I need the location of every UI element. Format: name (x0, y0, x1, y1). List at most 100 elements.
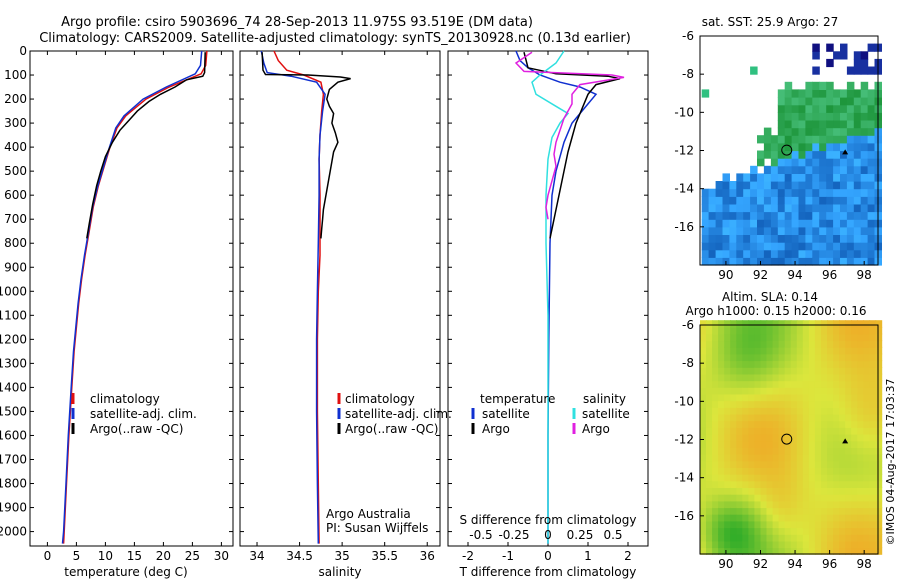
sla-cell (718, 547, 725, 555)
sla-cell (802, 527, 810, 535)
sla-cell (802, 420, 810, 428)
sla-cell (718, 353, 725, 362)
sla-cell (778, 420, 786, 428)
sst-cell (798, 249, 806, 258)
sla-cell (857, 453, 865, 462)
sla-cell (724, 507, 731, 515)
sla-cell (875, 547, 883, 555)
sla-cell (790, 360, 798, 368)
sla-cell (778, 380, 786, 388)
map-x-tick-label: 90 (718, 557, 733, 571)
sst-cell (805, 181, 813, 190)
sst-cell (853, 135, 862, 144)
sla-cell (869, 413, 877, 422)
sst-cell (770, 242, 779, 251)
sla-cell (700, 534, 707, 542)
sla-cell (839, 440, 846, 448)
sla-cell (808, 440, 816, 448)
sla-cell (790, 540, 798, 549)
sla-cell (778, 540, 786, 549)
sst-cell (853, 158, 862, 167)
sla-cell (821, 480, 828, 488)
sst-cell (867, 249, 876, 258)
sla-cell (772, 320, 780, 328)
temperature-plot-frame (29, 50, 234, 547)
sst-cell (736, 219, 744, 228)
sla-cell (736, 473, 744, 482)
sla-cell (839, 320, 846, 328)
sla-cell (857, 500, 865, 509)
sst-cell (777, 104, 786, 113)
sla-cell (700, 500, 707, 509)
sla-cell (724, 373, 731, 382)
sst-cell (833, 51, 841, 60)
sla-cell (827, 440, 834, 448)
sla-cell (712, 513, 719, 522)
sla-cell (748, 427, 756, 435)
sst-cell (833, 234, 841, 243)
sst-cell (777, 127, 786, 136)
sla-cell (821, 320, 828, 328)
sst-cell (743, 242, 751, 251)
legend-climatology: climatology (90, 392, 160, 406)
sla-cell (814, 473, 822, 482)
sla-cell (808, 500, 816, 509)
sla-cell (863, 527, 871, 535)
map-y-tick-label: -8 (682, 67, 694, 81)
sst-cell (819, 196, 827, 205)
sst-cell (812, 226, 820, 235)
sst-cell (833, 135, 841, 144)
sla-cell (772, 547, 780, 555)
sla-cell (772, 393, 780, 402)
sla-cell (742, 373, 750, 382)
map-y-tick-label: -10 (674, 105, 694, 119)
sla-cell (730, 433, 737, 442)
sla-cell (784, 420, 792, 428)
sla-cell (766, 520, 774, 529)
sla-cell (796, 527, 804, 535)
sla-cell (863, 353, 871, 362)
sla-cell (814, 407, 822, 415)
sst-cell (853, 58, 862, 68)
sst-cell (750, 173, 758, 182)
sst-cell (826, 120, 834, 129)
sla-cell (863, 440, 871, 448)
sst-cell (846, 165, 855, 174)
sla-cell (730, 400, 737, 408)
x-tick-label: 30 (214, 549, 229, 563)
sla-cell (851, 527, 858, 535)
map-x-tick-label: 98 (857, 557, 872, 571)
depth-tick-label: 2000 (0, 525, 27, 539)
sla-cell (736, 460, 744, 468)
sla-cell (875, 473, 883, 482)
sst-cell (819, 127, 827, 136)
sla-cell (706, 473, 713, 482)
sst-cell (840, 51, 848, 60)
sla-cell (851, 540, 858, 549)
sla-cell (796, 487, 804, 495)
sla-cell (869, 453, 877, 462)
sst-cell (722, 226, 730, 235)
sla-cell (754, 380, 762, 388)
sla-cell (754, 340, 762, 348)
sla-cell (706, 493, 713, 502)
sla-cell (712, 393, 719, 402)
sla-cell (784, 540, 792, 549)
sst-cell (770, 219, 779, 228)
sla-cell (821, 380, 828, 388)
depth-tick-label: 1300 (0, 356, 27, 370)
sla-cell (718, 513, 725, 522)
sla-cell (700, 420, 707, 428)
sst-cell (819, 104, 827, 113)
sla-cell (730, 440, 737, 448)
map-x-tick-label: 94 (787, 268, 802, 282)
sst-cell (826, 112, 834, 121)
sla-cell (833, 513, 840, 522)
sla-cell (778, 427, 786, 435)
sla-cell (839, 360, 846, 368)
sla-cell (742, 453, 750, 462)
sst-cell (722, 219, 730, 228)
sla-cell (784, 320, 792, 328)
sst-cell (846, 211, 855, 220)
sla-cell (754, 420, 762, 428)
